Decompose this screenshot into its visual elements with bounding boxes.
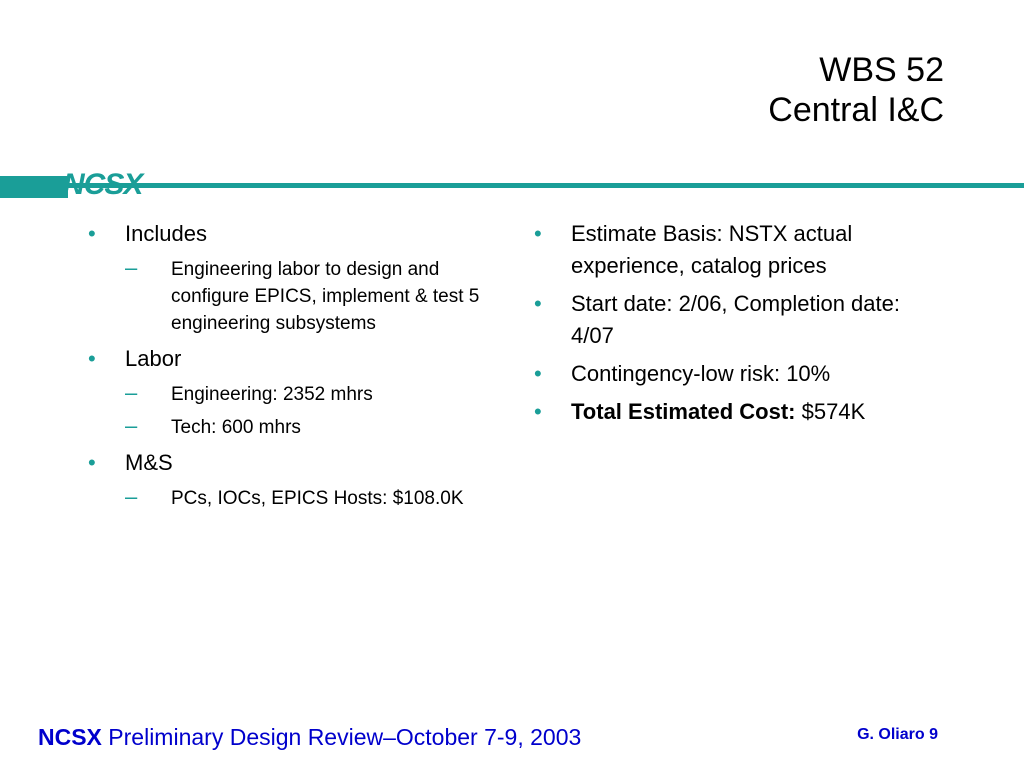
bullet-estimate-basis: • Estimate Basis: NSTX actual experience… bbox=[534, 218, 924, 282]
subitem-engineering-labor: – Engineering labor to design and config… bbox=[125, 255, 508, 337]
bullet-icon: • bbox=[534, 291, 542, 316]
subitem-label: PCs, IOCs, EPICS Hosts: $108.0K bbox=[171, 488, 464, 509]
subitem-label: Tech: 600 mhrs bbox=[171, 417, 301, 438]
bullet-includes: • Includes bbox=[88, 218, 508, 250]
bullet-label: Labor bbox=[125, 346, 182, 371]
title-line-2: Central I&C bbox=[768, 91, 944, 129]
bullet-icon: • bbox=[88, 221, 96, 246]
right-column: • Estimate Basis: NSTX actual experience… bbox=[534, 218, 924, 434]
title-line-1: WBS 52 bbox=[819, 51, 944, 89]
bullet-label: Includes bbox=[125, 221, 207, 246]
dash-icon: – bbox=[125, 380, 138, 405]
bullet-label: M&S bbox=[125, 450, 173, 475]
footer-brand: NCSX bbox=[38, 724, 102, 750]
subitem-label: Engineering labor to design and configur… bbox=[171, 259, 480, 334]
subitem-label: Engineering: 2352 mhrs bbox=[171, 384, 373, 405]
subitem-tech-hours: – Tech: 600 mhrs bbox=[125, 413, 508, 441]
bullet-label: Start date: 2/06, Completion date: 4/07 bbox=[571, 291, 900, 348]
bullet-label: Estimate Basis: NSTX actual experience, … bbox=[571, 221, 853, 278]
bullet-ms: • M&S bbox=[88, 447, 508, 479]
bullet-label: Contingency-low risk: 10% bbox=[571, 361, 831, 386]
subitem-hardware-cost: – PCs, IOCs, EPICS Hosts: $108.0K bbox=[125, 484, 508, 512]
footer-text: NCSX Preliminary Design Review–October 7… bbox=[38, 722, 581, 752]
dash-icon: – bbox=[125, 413, 138, 438]
bullet-icon: • bbox=[534, 399, 542, 424]
dash-icon: – bbox=[125, 484, 138, 509]
footer-title: Preliminary Design Review–October 7-9, 2… bbox=[101, 724, 582, 750]
left-column: • Includes – Engineering labor to design… bbox=[88, 218, 508, 518]
bullet-dates: • Start date: 2/06, Completion date: 4/0… bbox=[534, 288, 924, 352]
bullet-icon: • bbox=[534, 361, 542, 386]
ncsx-logo: NCSX bbox=[63, 168, 143, 201]
bullet-icon: • bbox=[88, 346, 96, 371]
total-cost-label: Total Estimated Cost: bbox=[571, 399, 796, 424]
bullet-icon: • bbox=[534, 221, 542, 246]
bullet-labor: • Labor bbox=[88, 343, 508, 375]
dash-icon: – bbox=[125, 255, 138, 280]
bullet-contingency: • Contingency-low risk: 10% bbox=[534, 358, 924, 390]
bullet-icon: • bbox=[88, 450, 96, 475]
page-number: G. Oliaro 9 bbox=[857, 726, 938, 743]
total-cost-value: $574K bbox=[795, 399, 866, 424]
slide-title: WBS 52 Central I&C bbox=[768, 50, 944, 130]
subitem-engineering-hours: – Engineering: 2352 mhrs bbox=[125, 380, 508, 408]
header-rule-accent bbox=[0, 176, 68, 198]
header-rule bbox=[0, 183, 1024, 188]
bullet-total-cost: • Total Estimated Cost: $574K bbox=[534, 396, 924, 428]
